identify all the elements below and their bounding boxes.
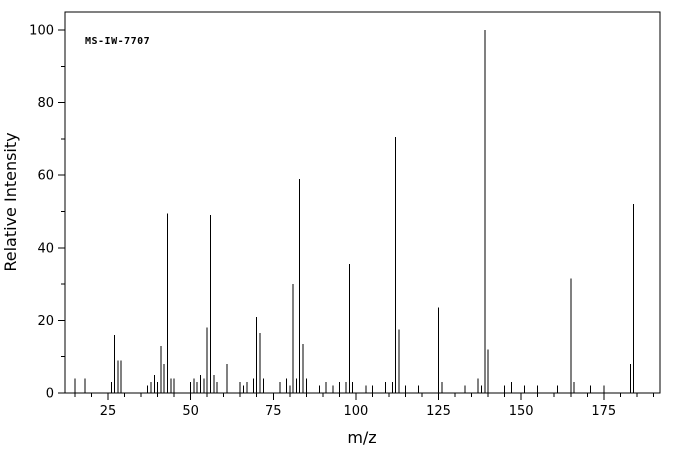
y-tick-label: 20 xyxy=(37,314,54,329)
x-tick-label: 100 xyxy=(343,404,368,419)
y-tick-label: 40 xyxy=(37,241,54,256)
peaks-group xyxy=(74,30,635,393)
y-tick-label: 0 xyxy=(46,387,54,402)
x-tick-label: 75 xyxy=(265,404,282,419)
x-tick-label: 175 xyxy=(591,404,616,419)
x-tick-label: 50 xyxy=(182,404,199,419)
plot-frame xyxy=(64,11,661,394)
x-tick-label: 25 xyxy=(100,404,117,419)
x-axis-ticks: 25 50 75 100 125 150 175 xyxy=(74,393,654,419)
y-tick-label: 100 xyxy=(29,24,54,39)
x-tick-label: 150 xyxy=(509,404,534,419)
y-tick-label: 60 xyxy=(37,169,54,184)
x-tick-label: 125 xyxy=(426,404,451,419)
y-axis-title: Relative Intensity xyxy=(1,132,20,271)
spectrum-id-label: MS-IW-7707 xyxy=(85,36,150,47)
x-axis-title: m/z xyxy=(347,428,376,447)
y-tick-label: 80 xyxy=(37,96,54,111)
y-axis-ticks: 0 20 40 60 80 100 xyxy=(29,24,65,402)
